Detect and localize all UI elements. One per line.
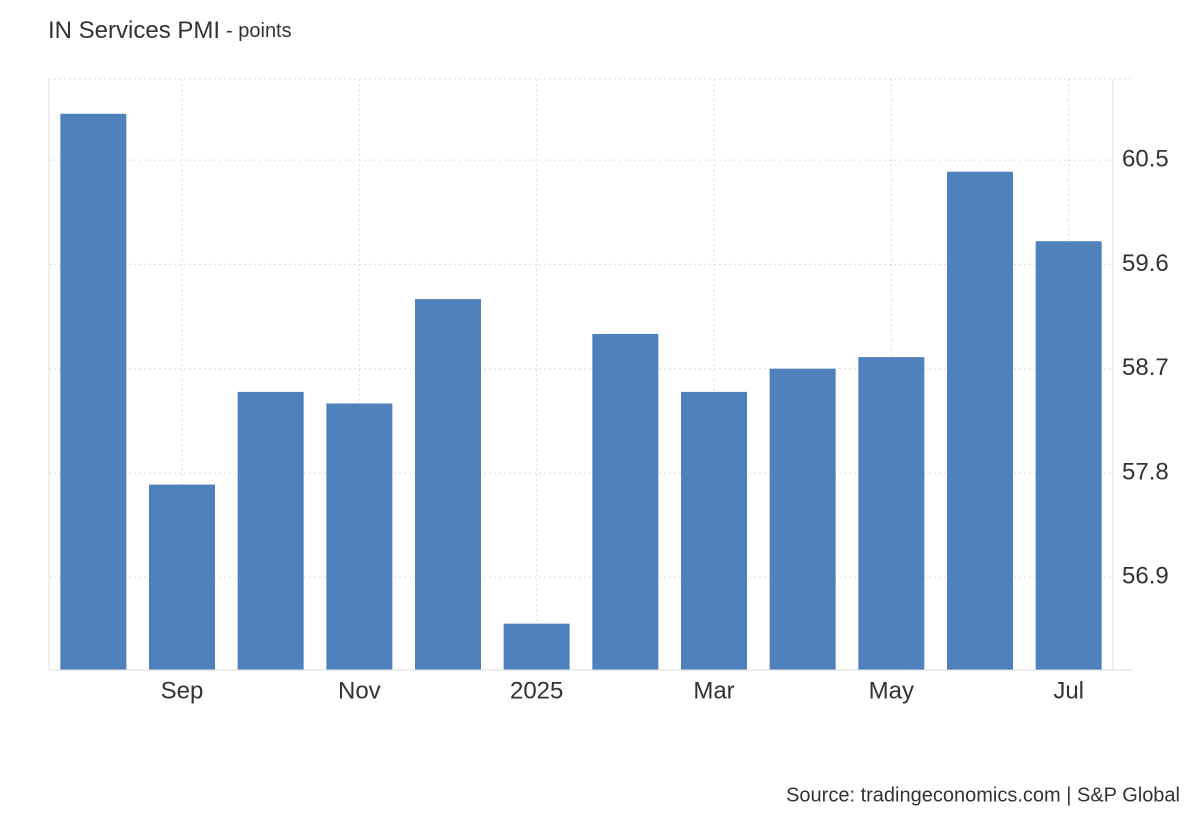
x-tick-label: 2025 — [510, 677, 563, 704]
x-tick-label: Mar — [693, 677, 734, 704]
subtitle: - points — [226, 20, 292, 42]
x-tick-label: Sep — [161, 677, 204, 704]
bar — [503, 623, 570, 670]
title: IN Services PMI — [48, 17, 220, 44]
bar — [415, 299, 481, 670]
chart-title: IN Services PMI - points — [48, 17, 292, 44]
y-tick-label: 60.5 — [1122, 145, 1169, 172]
y-tick-label: 57.8 — [1122, 458, 1169, 485]
bar — [149, 484, 215, 670]
bar — [858, 357, 925, 670]
bar — [947, 171, 1013, 671]
y-tick-label: 58.7 — [1122, 354, 1169, 381]
bar — [769, 368, 836, 670]
source: Source: tradingeconomics.com | S&P Globa… — [786, 784, 1180, 806]
x-tick-label: May — [869, 677, 914, 704]
bar — [1035, 241, 1102, 670]
y-tick-label: 59.6 — [1122, 250, 1169, 277]
y-tick-label: 56.9 — [1122, 563, 1169, 590]
bar — [592, 333, 659, 670]
bar — [681, 391, 747, 670]
bar — [60, 113, 127, 670]
x-tick-label: Jul — [1053, 677, 1084, 704]
x-tick-label: Nov — [338, 677, 381, 704]
bar — [237, 391, 304, 670]
bar — [326, 403, 393, 670]
